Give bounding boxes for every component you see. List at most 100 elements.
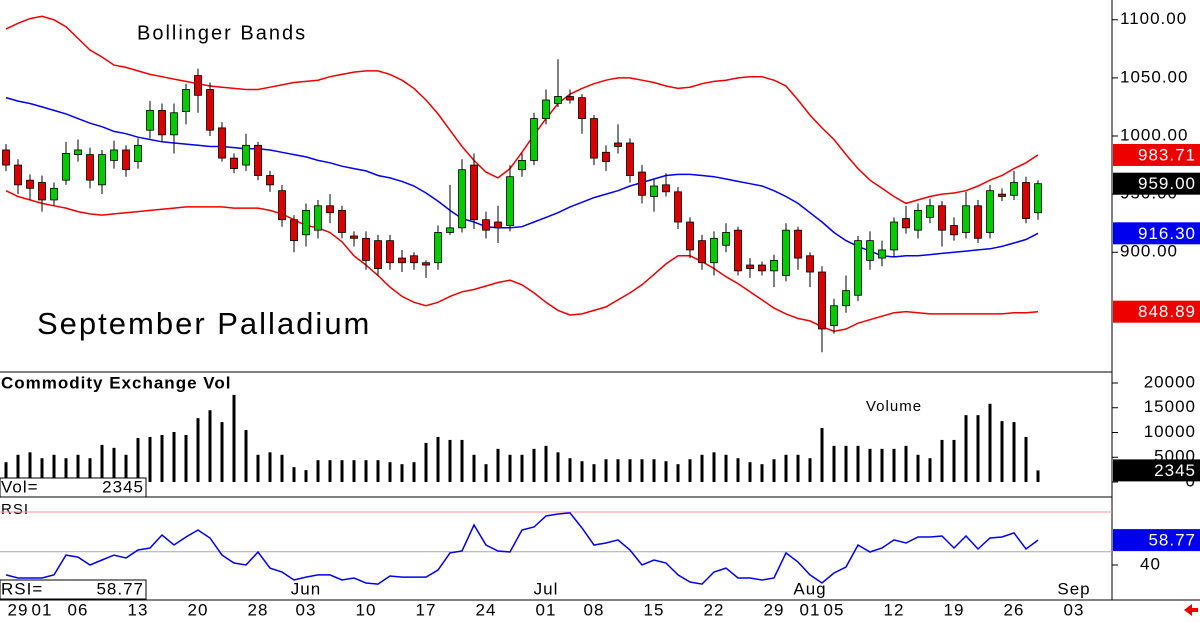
x-tick-label: 24 — [476, 600, 497, 619]
candle-body — [506, 176, 514, 226]
volume-bar — [448, 439, 452, 483]
candle-body — [302, 210, 310, 236]
candle-body — [794, 229, 802, 259]
volume-bar — [556, 452, 560, 483]
candle-body — [890, 221, 898, 251]
volume-bar — [328, 460, 332, 483]
candle-body — [290, 219, 298, 242]
candle-body — [854, 240, 862, 296]
volume-bar — [136, 437, 140, 483]
value-marker-label: 916.30 — [1138, 224, 1196, 243]
volume-label: Volume — [866, 398, 922, 415]
volume-bar — [376, 460, 380, 483]
candle-body — [686, 221, 694, 251]
scroll-arrow[interactable] — [1184, 604, 1198, 616]
volume-bar — [256, 454, 260, 483]
bollinger-band — [5, 190, 1039, 333]
x-tick-label: 15 — [644, 600, 665, 619]
candle-body — [554, 96, 562, 104]
volume-title: Commodity Exchange Vol — [1, 373, 231, 392]
candle-body — [602, 151, 610, 162]
volume-bar — [88, 458, 92, 483]
volume-bar — [184, 434, 188, 483]
x-tick-label: 12 — [884, 600, 905, 619]
volume-bar — [904, 445, 908, 483]
volume-bar — [568, 458, 572, 483]
month-label: Jun — [291, 579, 321, 598]
candle-body — [362, 237, 370, 261]
volume-bar — [280, 454, 284, 483]
candle-body — [806, 255, 814, 273]
value-marker — [1113, 529, 1200, 552]
value-marker-label: 848.89 — [1138, 302, 1196, 321]
candle-body — [446, 227, 454, 233]
candle-body — [398, 257, 406, 264]
candle-body — [410, 255, 418, 264]
readout-value: 58.77 — [96, 579, 144, 598]
candle-body — [266, 175, 274, 186]
candle-body — [734, 229, 742, 272]
indicator-label: Bollinger Bands — [137, 22, 307, 44]
candle-body — [278, 190, 286, 221]
candle-body — [146, 110, 154, 131]
volume-bar — [52, 454, 56, 483]
readout-box — [0, 579, 147, 600]
candle-body — [2, 149, 10, 166]
volume-bar — [580, 461, 584, 483]
volume-bar — [268, 452, 272, 483]
candle-body — [194, 75, 202, 96]
candle-body — [662, 184, 670, 193]
volume-bar — [652, 459, 656, 483]
volume-bar — [4, 462, 8, 483]
candle-body — [254, 144, 262, 176]
candle-body — [494, 221, 502, 229]
candle-body — [1034, 183, 1042, 214]
volume-bar — [436, 436, 440, 483]
volume-bar — [1000, 421, 1004, 483]
candle-body — [722, 232, 730, 246]
x-tick-label: 06 — [68, 600, 89, 619]
rsi-line — [5, 512, 1039, 585]
volume-bar — [508, 454, 512, 483]
volume-bar — [784, 454, 788, 483]
candle-body — [242, 144, 250, 166]
volume-bar — [976, 415, 980, 483]
candle-body — [50, 187, 58, 201]
candle-body — [578, 97, 586, 119]
readout-label: Vol= — [1, 477, 39, 496]
candle-body — [626, 142, 634, 176]
y-tick-label: 1050.00 — [1120, 67, 1188, 86]
readout-box — [0, 477, 147, 498]
month-label: Sep — [1057, 579, 1090, 598]
volume-bar — [484, 464, 488, 483]
x-tick-label: 03 — [296, 600, 317, 619]
y-tick-label: 40 — [1140, 554, 1161, 573]
volume-bar — [64, 458, 68, 483]
candle-body — [674, 191, 682, 223]
volume-bar — [472, 454, 476, 483]
candle-body — [170, 112, 178, 136]
candle-body — [338, 210, 346, 233]
volume-bar — [28, 452, 32, 483]
candle-body — [134, 144, 142, 162]
volume-bar — [736, 458, 740, 483]
candle-body — [74, 149, 82, 156]
candle-body — [758, 264, 766, 272]
candle-body — [158, 110, 166, 136]
volume-bar — [940, 439, 944, 483]
readout-label: RSI= — [1, 579, 43, 598]
volume-bar — [856, 445, 860, 483]
volume-bar — [928, 458, 932, 483]
volume-bar — [1012, 422, 1016, 483]
candle-body — [218, 127, 226, 159]
volume-bar — [160, 434, 164, 483]
candle-body — [326, 205, 334, 214]
volume-bar — [700, 454, 704, 483]
candle-body — [206, 89, 214, 131]
volume-bar — [628, 459, 632, 483]
candle-body — [482, 219, 490, 231]
candle-body — [38, 182, 46, 201]
volume-bar — [724, 454, 728, 483]
candle-body — [314, 205, 322, 231]
rsi-title: RSI — [1, 501, 29, 518]
